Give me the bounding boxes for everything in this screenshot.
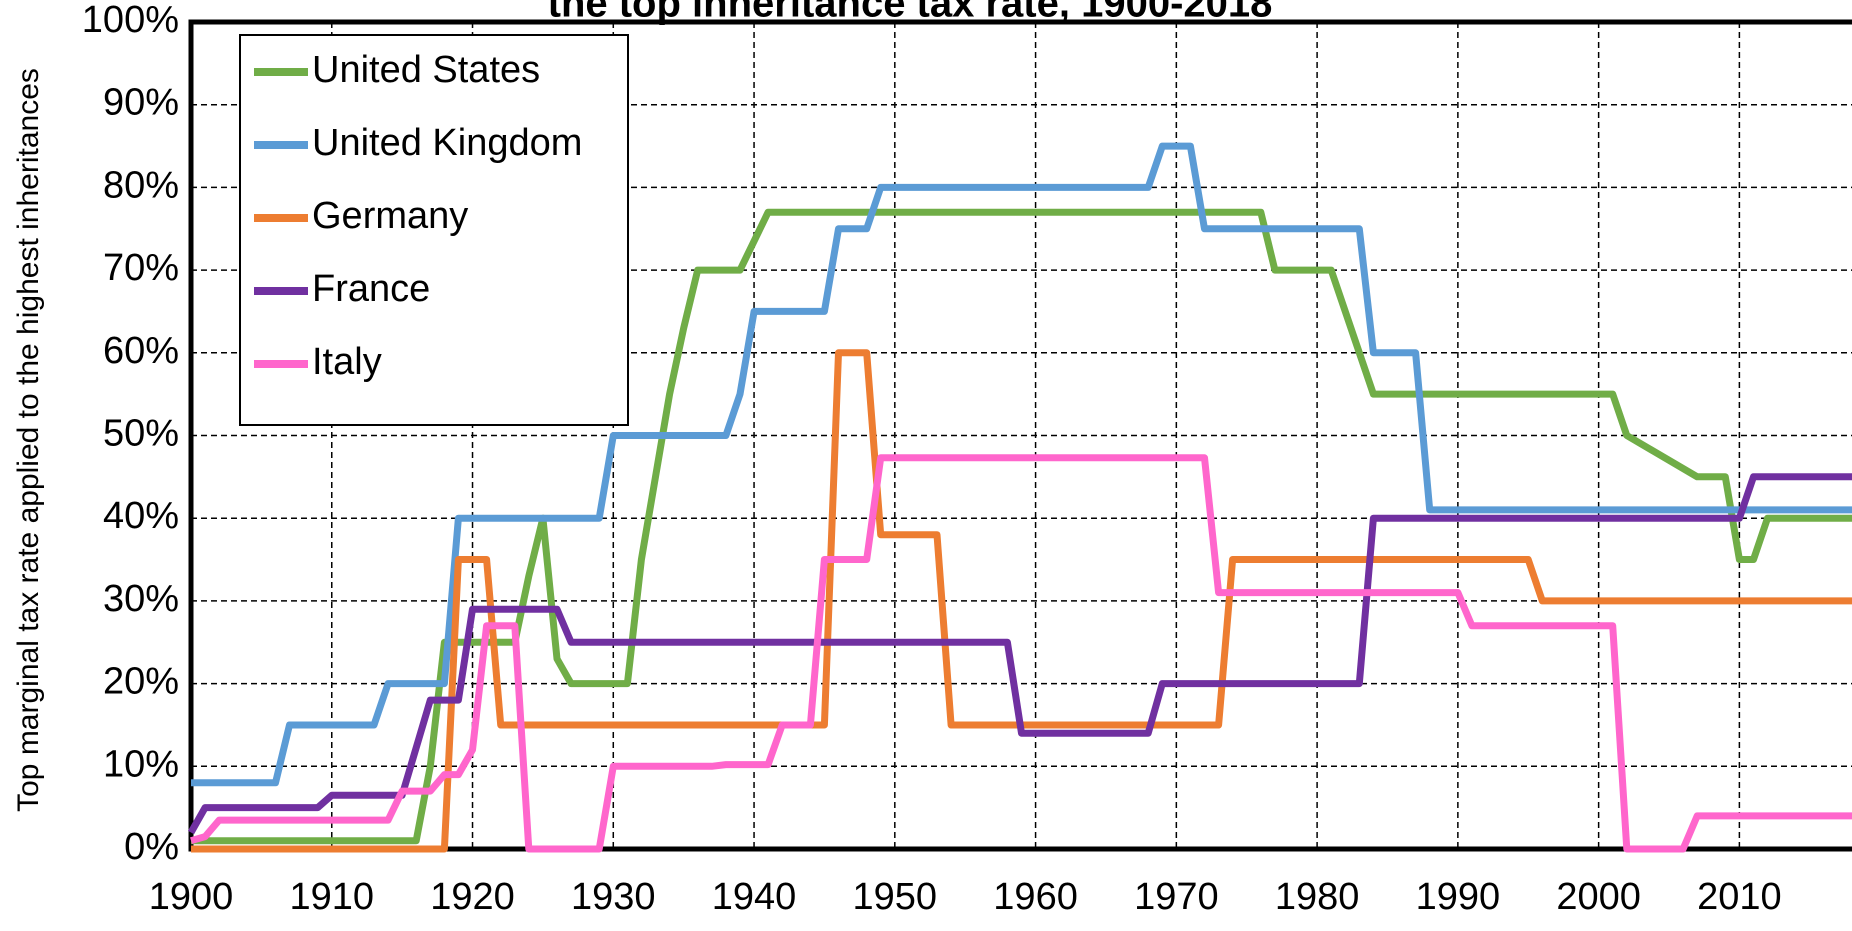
- y-axis-label: Top marginal tax rate applied to the hig…: [12, 68, 45, 812]
- y-tick-label: 80%: [103, 164, 179, 206]
- x-tick-label: 1920: [430, 876, 515, 918]
- y-tick-label: 50%: [103, 413, 179, 455]
- y-tick-label: 30%: [103, 578, 179, 620]
- x-tick-label: 2010: [1697, 876, 1782, 918]
- legend-label: United States: [312, 49, 540, 91]
- legend-label: Germany: [312, 195, 468, 237]
- y-tick-label: 100%: [82, 0, 179, 41]
- plot-frame: [188, 19, 1852, 852]
- y-tick-label: 20%: [103, 661, 179, 703]
- series-line: [187, 473, 1852, 835]
- x-tick-label: 1900: [149, 876, 234, 918]
- x-tick-label: 1950: [853, 876, 938, 918]
- legend-label: Italy: [312, 341, 382, 383]
- x-tick-label: 1970: [1134, 876, 1219, 918]
- legend-label: United Kingdom: [312, 122, 582, 164]
- x-tick-label: 1980: [1275, 876, 1360, 918]
- series-line: [191, 208, 1852, 845]
- x-tick-label: 2000: [1556, 876, 1641, 918]
- series-line: [191, 142, 1852, 787]
- y-tick-label: 0%: [124, 826, 179, 868]
- series-line: [190, 454, 1852, 853]
- x-tick-label: 1990: [1416, 876, 1501, 918]
- y-tick-label: 90%: [103, 82, 179, 124]
- y-tick-label: 60%: [103, 330, 179, 372]
- x-tick-label: 1930: [571, 876, 656, 918]
- series-line: [191, 349, 1852, 853]
- x-tick-label: 1910: [289, 876, 374, 918]
- x-tick-label: 1960: [993, 876, 1078, 918]
- legend-label: France: [312, 268, 430, 310]
- y-tick-label: 40%: [103, 495, 179, 537]
- y-tick-label: 70%: [103, 247, 179, 289]
- x-tick-label: 1940: [712, 876, 797, 918]
- y-tick-label: 10%: [103, 743, 179, 785]
